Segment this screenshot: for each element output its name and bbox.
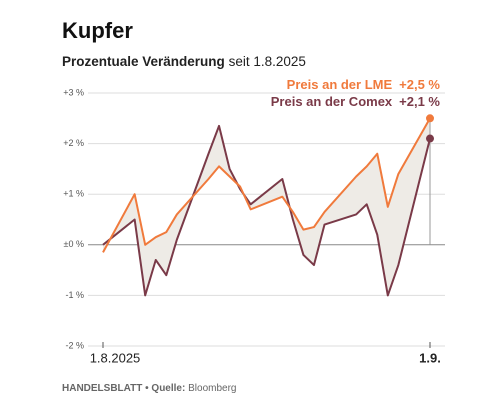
legend-value: +2,5 % bbox=[399, 77, 440, 92]
source-note: HANDELSBLATT • Quelle: Bloomberg bbox=[62, 383, 236, 394]
legend-value: +2,1 % bbox=[399, 94, 440, 109]
y-tick-label: +2 % bbox=[63, 138, 84, 148]
legend-name: Preis an der LME bbox=[287, 77, 393, 92]
chart-subtitle: Prozentuale Veränderung seit 1.8.2025 bbox=[62, 54, 306, 69]
source-label: HANDELSBLATT • Quelle: bbox=[62, 383, 185, 394]
subtitle-bold: Prozentuale Veränderung bbox=[62, 54, 225, 69]
chart-title: Kupfer bbox=[62, 18, 133, 43]
y-tick-label: -2 % bbox=[65, 340, 84, 350]
source: Bloomberg bbox=[188, 383, 236, 394]
y-tick-label: +1 % bbox=[63, 189, 84, 199]
y-tick-label: +3 % bbox=[63, 87, 84, 97]
end-dot bbox=[426, 114, 434, 123]
gap-area bbox=[103, 118, 430, 296]
subtitle-rest: seit 1.8.2025 bbox=[229, 54, 306, 69]
legend-entry: Preis an der Comex +2,1 % bbox=[271, 94, 441, 109]
y-tick-label: -1 % bbox=[65, 290, 84, 300]
series-line bbox=[102, 117, 431, 253]
y-tick-label: ±0 % bbox=[64, 239, 84, 249]
end-dot bbox=[426, 134, 434, 143]
legend-entry: Preis an der LME +2,5 % bbox=[287, 77, 441, 92]
series-line bbox=[102, 124, 431, 297]
x-tick-label: 1.9. bbox=[419, 350, 441, 365]
legend-name: Preis an der Comex bbox=[271, 94, 393, 109]
x-tick-label: 1.8.2025 bbox=[90, 350, 141, 365]
